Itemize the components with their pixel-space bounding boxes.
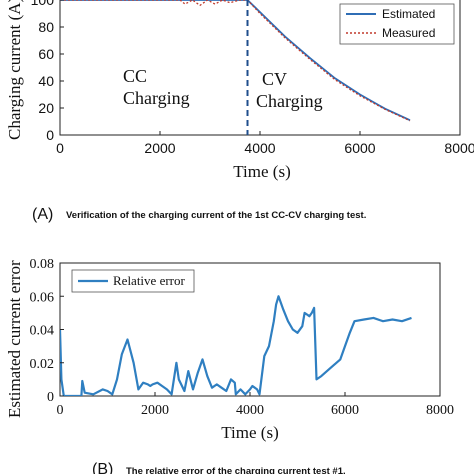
caption-b: The relative error of the charging curre…	[126, 466, 346, 474]
y-tick-label: 20	[38, 100, 54, 116]
series-line-measured	[60, 0, 411, 122]
legend-label-relative-error: Relative error	[113, 273, 185, 288]
top-x-axis-label: Time (s)	[233, 162, 290, 181]
bottom-x-axis-label: Time (s)	[221, 423, 278, 442]
top-legend-box	[339, 3, 455, 45]
caption-letter-b: (B)	[92, 461, 113, 474]
top-x-ticks: 0 2000 4000 6000 8000	[56, 131, 474, 156]
bottom-y-ticks: 0 0.02 0.04 0.06 0.08	[30, 257, 64, 405]
y-tick-label: 40	[38, 73, 54, 89]
x-tick-label: 2000	[141, 403, 169, 418]
top-y-axis-label: Charging current (A)	[5, 0, 24, 140]
bottom-y-axis-label: Estimated current error	[5, 260, 24, 418]
bottom-x-ticks: 0 2000 4000 6000 8000	[57, 392, 454, 418]
y-tick-label: 0	[47, 390, 54, 405]
x-tick-label: 2000	[144, 140, 175, 156]
cv-label-line2: Charging	[256, 91, 323, 111]
x-tick-label: 0	[57, 403, 64, 418]
bottom-chart: 0 2000 4000 6000 8000 0 0.02 0.04 0.06 0.08 Time…	[5, 257, 454, 474]
y-tick-label: 0.04	[30, 324, 55, 339]
x-tick-label: 6000	[331, 403, 359, 418]
x-tick-label: 8000	[426, 403, 454, 418]
x-tick-label: 0	[56, 140, 64, 156]
bottom-legend-box	[71, 269, 195, 293]
cv-label-line1: CV	[262, 69, 287, 89]
x-tick-label: 6000	[344, 140, 375, 156]
x-tick-label: 4000	[244, 140, 275, 156]
top-legend: Estimated Measured	[339, 3, 455, 45]
top-series-group	[60, 0, 411, 122]
y-tick-label: 0.08	[30, 257, 55, 272]
y-tick-label: 0	[46, 127, 54, 143]
bottom-legend: Relative error	[71, 269, 195, 293]
bottom-series-group	[60, 295, 412, 396]
caption-letter-a: (A)	[32, 206, 53, 223]
y-tick-label: 100	[31, 0, 55, 8]
legend-label-measured: Measured	[382, 26, 435, 40]
y-tick-label: 80	[38, 19, 54, 35]
y-tick-label: 0.06	[30, 290, 55, 305]
series-line-relative-error	[60, 295, 412, 396]
cc-label-line2: Charging	[123, 88, 190, 108]
legend-label-estimated: Estimated	[382, 7, 435, 21]
x-tick-label: 4000	[236, 403, 264, 418]
y-tick-label: 0.02	[30, 357, 55, 372]
series-line-estimated	[60, 0, 411, 122]
caption-a: Verification of the charging current of …	[66, 210, 366, 221]
y-tick-label: 60	[38, 46, 54, 62]
x-tick-label: 8000	[444, 140, 474, 156]
cc-label-line1: CC	[123, 66, 147, 86]
top-y-ticks: 0 20 40 60 80 100	[31, 0, 64, 143]
